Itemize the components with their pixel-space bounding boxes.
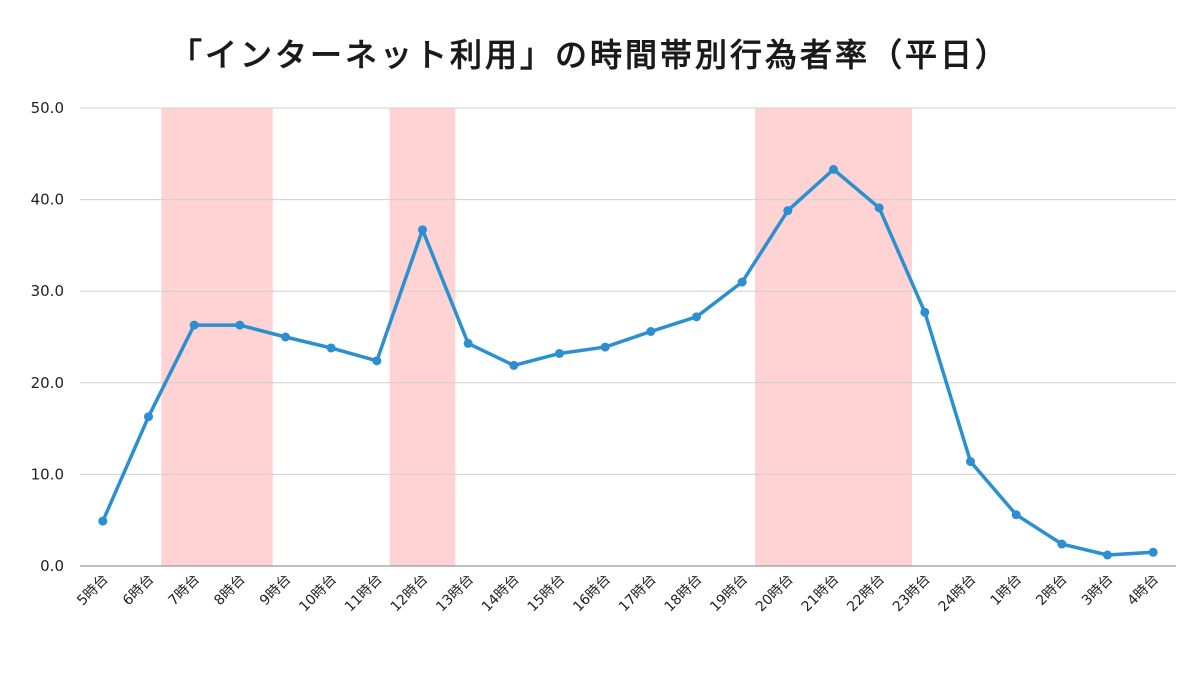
data-point (235, 320, 245, 330)
x-tick-label: 8時台 (211, 572, 248, 609)
data-point (783, 206, 793, 216)
series-polyline (101, 167, 1155, 557)
highlight-band-1 (161, 108, 273, 566)
data-point (372, 356, 382, 366)
data-point (966, 457, 975, 467)
x-tick-label: 3時台 (1079, 572, 1116, 609)
data-point (874, 203, 884, 213)
chart-title: 「インターネット利用」の時間帯別行為者率（平日） (169, 36, 1010, 74)
data-point (600, 342, 610, 352)
data-point (737, 277, 747, 287)
x-tick-label: 15時台 (525, 572, 569, 616)
y-tick-label: 40.0 (31, 191, 64, 209)
x-tick-label: 18時台 (662, 572, 706, 616)
x-tick-label: 1時台 (988, 572, 1025, 609)
y-tick-label: 20.0 (31, 374, 64, 392)
data-point (418, 225, 427, 235)
data-point (98, 516, 108, 526)
x-tick-label: 22時台 (844, 572, 888, 616)
data-point (1103, 550, 1112, 560)
data-point (829, 164, 838, 174)
data-point (463, 338, 473, 348)
x-tick-label: 17時台 (616, 572, 660, 616)
x-tick-label: 20時台 (753, 572, 797, 616)
x-tick-label: 9時台 (257, 572, 294, 609)
data-point (1148, 547, 1158, 557)
x-tick-label: 24時台 (936, 572, 980, 616)
highlight-band-2 (389, 108, 456, 566)
x-tick-label: 12時台 (388, 572, 432, 616)
data-point (189, 320, 199, 330)
x-tick-label: 19時台 (707, 572, 751, 616)
x-tick-label: 10時台 (296, 572, 340, 616)
x-tick-label: 14時台 (479, 572, 523, 616)
data-point (692, 312, 701, 322)
y-tick-label: 30.0 (31, 282, 64, 300)
data-point (281, 332, 290, 342)
x-tick-label: 2時台 (1033, 572, 1070, 609)
series-line (101, 167, 1155, 557)
x-tick-label: 4時台 (1125, 572, 1162, 609)
x-tick-label: 7時台 (166, 572, 203, 609)
data-point (646, 327, 656, 337)
data-point (555, 348, 564, 358)
highlight-band-3 (754, 108, 913, 566)
data-point (1011, 510, 1021, 520)
x-tick-label: 21時台 (799, 572, 843, 616)
x-axis: 5時台 6時台 7時台 8時台 9時台 10時台 11時台 12時台 13時台 14時台 15時台 1… (74, 572, 1162, 616)
y-tick-label: 0.0 (40, 557, 64, 575)
x-tick-label: 11時台 (342, 572, 386, 616)
y-tick-label: 10.0 (31, 465, 64, 483)
data-point (326, 343, 336, 353)
y-tick-label: 50.0 (31, 99, 64, 117)
x-tick-label: 5時台 (74, 572, 111, 609)
data-points (98, 164, 1158, 560)
data-point (144, 412, 153, 422)
data-point (509, 360, 519, 370)
x-tick-label: 13時台 (433, 572, 477, 616)
x-tick-label: 16時台 (570, 572, 614, 616)
x-tick-label: 6時台 (120, 572, 157, 609)
highlight-bands (161, 108, 913, 566)
y-axis: 0.0 10.0 20.0 30.0 40.0 50.0 (31, 99, 64, 575)
grid-lines (80, 107, 1176, 567)
data-point (920, 307, 930, 317)
data-point (1057, 539, 1067, 549)
x-tick-label: 23時台 (890, 572, 934, 616)
